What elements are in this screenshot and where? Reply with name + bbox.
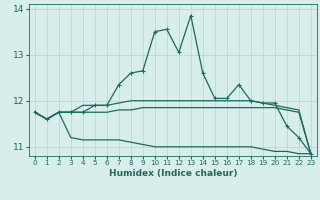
- X-axis label: Humidex (Indice chaleur): Humidex (Indice chaleur): [108, 169, 237, 178]
